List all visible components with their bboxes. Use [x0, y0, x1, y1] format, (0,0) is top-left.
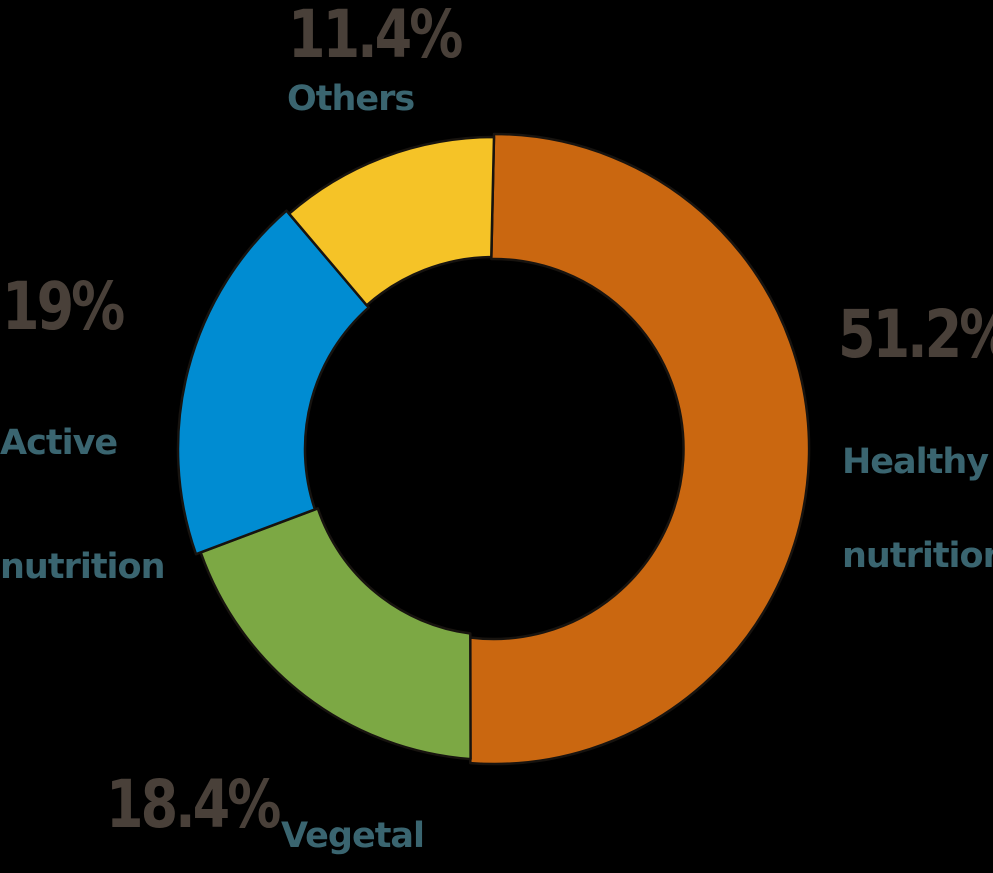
healthy-percent-label: 51.2% — [838, 295, 993, 373]
active-percent-label: 19% — [2, 267, 125, 345]
healthy-category-line1: Healthy — [842, 442, 989, 482]
donut-segment-vegetal-nutrition — [199, 507, 472, 761]
active-category-label: Active nutrition — [0, 350, 166, 598]
vegetal-category-label: Vegetal nutrition — [281, 766, 446, 873]
vegetal-percent-label: 18.4% — [106, 765, 281, 843]
vegetal-category-line1: Vegetal — [281, 816, 425, 856]
donut-segment-others — [287, 135, 496, 307]
healthy-category-line2: nutrition — [842, 536, 993, 576]
healthy-category-label: Healthy nutrition — [842, 392, 993, 580]
donut-segment-healthy-nutrition — [468, 132, 811, 766]
active-category-line1: Active — [0, 423, 118, 463]
others-category-label: Others — [287, 79, 415, 119]
active-category-line2: nutrition — [0, 547, 166, 587]
donut-segment-active-nutrition — [176, 209, 370, 556]
others-percent-label: 11.4% — [288, 0, 463, 73]
